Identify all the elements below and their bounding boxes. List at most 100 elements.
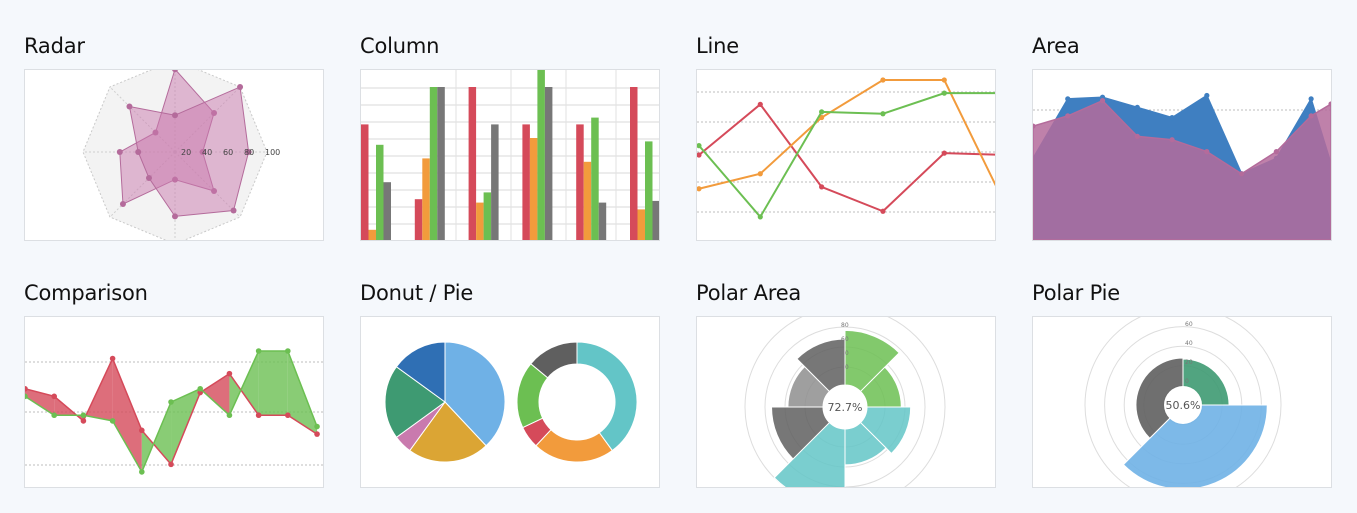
column-bar-s2-c0 xyxy=(376,144,384,240)
comparison-chart xyxy=(25,348,323,475)
comparison-band-8 xyxy=(258,351,288,416)
comparison-series-1-point-6 xyxy=(197,385,204,392)
comparison-series-0-point-4 xyxy=(139,427,145,434)
comparison-band-6 xyxy=(200,373,230,416)
comparison-series-1-point-2 xyxy=(80,412,87,419)
line-series-1-point-2 xyxy=(819,114,825,121)
radar-series-0-point-5 xyxy=(119,201,126,208)
polar-pie-tick-label-2: 40 xyxy=(1185,340,1193,347)
column-thumbnail[interactable] xyxy=(360,69,660,241)
polar-area-tick-label-3: 60 xyxy=(841,336,849,343)
area-thumbnail[interactable] xyxy=(1032,69,1332,241)
comparison-series-1-point-4 xyxy=(139,469,145,475)
comparison-band-3 xyxy=(112,358,142,472)
radar-chart: 20 40 60 80 100 xyxy=(82,70,280,240)
column-bar-s2-c3 xyxy=(537,70,545,240)
polar-pie-sector-1 xyxy=(1122,404,1268,487)
area-chart xyxy=(1033,92,1331,240)
radar-thumbnail[interactable]: 20 40 60 80 100 xyxy=(24,69,324,241)
comparison-series-1-point-5 xyxy=(168,399,174,405)
polar-area-ring-0 xyxy=(744,317,946,487)
line-series-1-point-3 xyxy=(880,77,886,83)
donut-pie-thumbnail[interactable] xyxy=(360,316,660,488)
comparison-title: Comparison xyxy=(24,281,148,305)
polar-pie-tick-label-3: 60 xyxy=(1185,321,1193,328)
polar-pie-hole xyxy=(1164,386,1202,424)
column-title: Column xyxy=(360,34,440,58)
radar-series-1-point-5 xyxy=(145,175,152,182)
comparison-series-0-point-3 xyxy=(109,355,116,362)
line-series-0-point-1 xyxy=(757,101,763,107)
column-bar-s0-c2 xyxy=(468,87,477,240)
column-bar-s3-c1 xyxy=(437,87,445,240)
column-bar-s2-c5 xyxy=(645,141,653,240)
area-series-0-point-4 xyxy=(1169,115,1175,121)
column-bar-s2-c1 xyxy=(429,87,438,240)
column-bar-s1-c3 xyxy=(529,138,538,240)
area-title: Area xyxy=(1032,34,1080,58)
comparison-series-1-point-1 xyxy=(51,412,58,419)
comparison-series-0-point-2 xyxy=(80,418,87,424)
comparison-series-0-point-8 xyxy=(255,412,262,419)
area-series-1-point-6 xyxy=(1239,171,1245,177)
radar-title: Radar xyxy=(24,34,85,58)
line-chart xyxy=(697,77,995,220)
radar-tick-label-3: 80 xyxy=(244,148,254,157)
line-title: Line xyxy=(696,34,739,58)
line-series-0-point-3 xyxy=(880,208,886,214)
column-bar-s3-c2 xyxy=(491,124,499,240)
line-series-0 xyxy=(698,102,995,213)
polar-pie-tick-label-1: 20 xyxy=(1185,359,1193,366)
polar-area-tick-label-1: 20 xyxy=(841,364,849,371)
area-series-1-point-2 xyxy=(1099,98,1106,104)
radar-series-1-point-4 xyxy=(172,213,178,220)
polar-area-chart: 72.7% 0 20 40 60 80 xyxy=(744,317,946,487)
pie-slice-4 xyxy=(395,341,446,403)
column-bar-s3-c3 xyxy=(544,87,553,240)
radar-series-1-point-2 xyxy=(245,149,252,155)
polar-pie-tick-label-0: 0 xyxy=(1185,378,1189,385)
radar-tick-label-4: 100 xyxy=(265,148,280,157)
line-series-1-point-0 xyxy=(697,186,702,192)
donut-slice-1 xyxy=(535,428,613,463)
line-series-2-point-4 xyxy=(941,90,947,96)
radar-series-1-point-3 xyxy=(230,207,237,214)
line-series-2-point-0 xyxy=(697,143,702,149)
comparison-series-0-point-10 xyxy=(314,431,320,437)
polar-area-thumbnail[interactable]: 72.7% 0 20 40 60 80 xyxy=(696,316,996,488)
area-series-1-point-9 xyxy=(1328,101,1331,107)
area-series-1-point-5 xyxy=(1204,149,1210,155)
column-bar-s1-c1 xyxy=(422,158,430,240)
comparison-series-1-point-0 xyxy=(25,393,28,400)
radar-series-1-point-7 xyxy=(126,103,133,110)
line-thumbnail[interactable] xyxy=(696,69,996,241)
polar-area-ring-1 xyxy=(764,326,926,487)
area-series-0-point-3 xyxy=(1134,104,1140,110)
pie-slice-3 xyxy=(384,366,446,438)
comparison-series-1-point-3 xyxy=(109,418,116,424)
column-bar-s2-c4 xyxy=(591,117,599,240)
comparison-series-0-point-1 xyxy=(51,393,58,400)
comparison-series-0-point-9 xyxy=(285,412,291,419)
radar-series-0-point-6 xyxy=(116,149,123,155)
column-bar-s0-c1 xyxy=(414,199,423,240)
area-series-0-point-1 xyxy=(1065,96,1071,102)
polar-area-tick-label-0: 0 xyxy=(841,378,845,385)
comparison-band-0 xyxy=(25,388,55,416)
comparison-series-0-point-7 xyxy=(226,370,233,377)
area-series-1-point-7 xyxy=(1273,149,1279,155)
polar-area-tick-label-2: 40 xyxy=(841,350,849,357)
column-bar-s1-c2 xyxy=(476,202,484,240)
column-chart xyxy=(361,70,659,240)
comparison-thumbnail[interactable] xyxy=(24,316,324,488)
area-series-0-point-5 xyxy=(1204,92,1210,99)
column-bar-s0-c0 xyxy=(361,124,369,240)
polar-pie-ring-0 xyxy=(1084,317,1282,487)
line-series-0-point-2 xyxy=(819,184,825,190)
line-series-1-point-1 xyxy=(757,171,763,177)
column-bar-s3-c4 xyxy=(598,202,607,240)
line-series-0-point-4 xyxy=(941,150,947,156)
polar-area-center-label: 72.7% xyxy=(828,401,863,414)
radar-series-1-point-0 xyxy=(172,112,178,119)
